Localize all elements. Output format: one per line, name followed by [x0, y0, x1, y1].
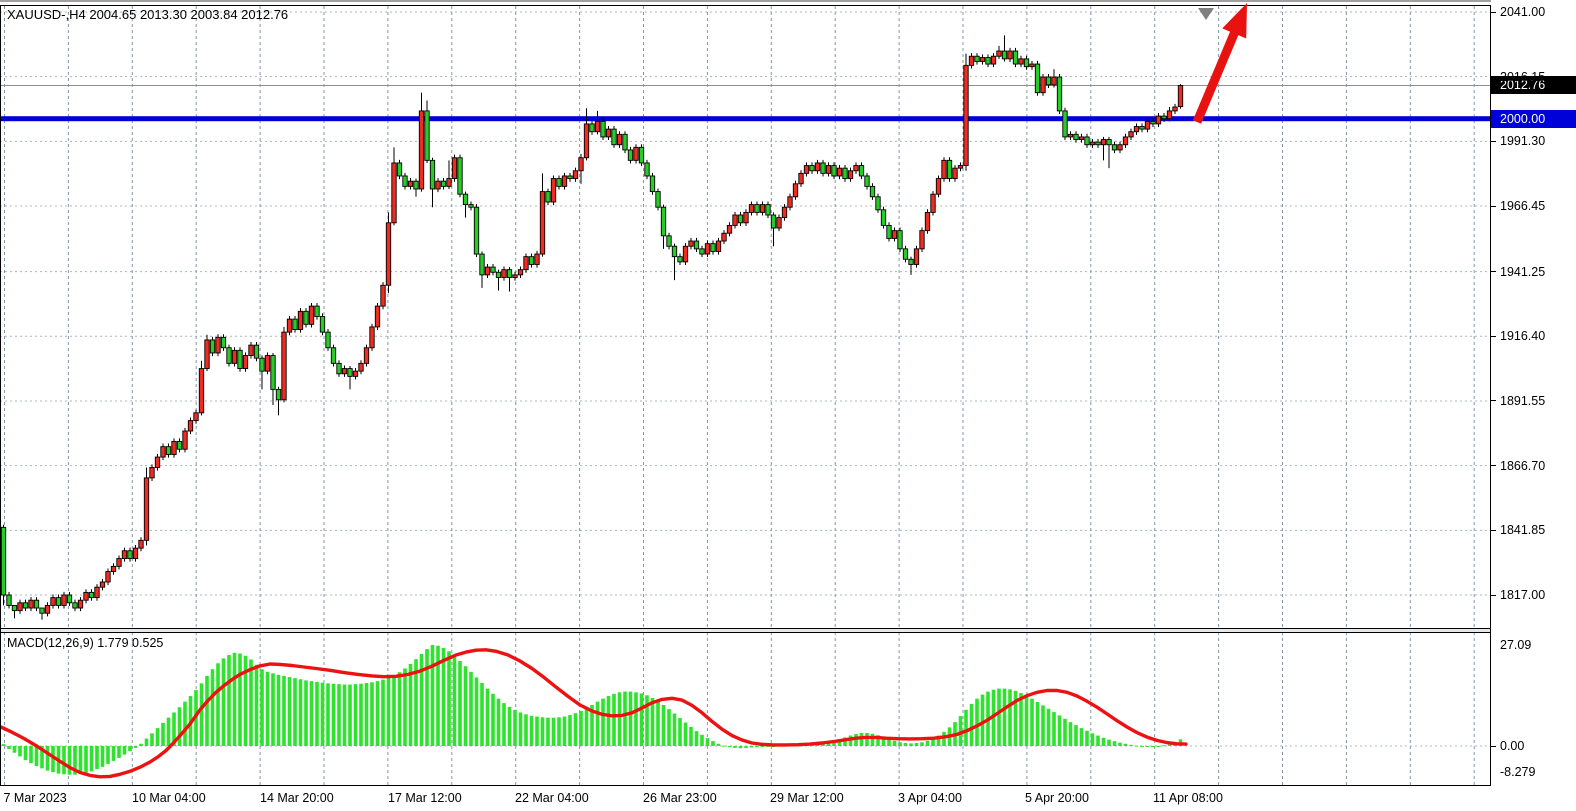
- time-axis[interactable]: 7 Mar 2023 10 Mar 04:00 14 Mar 20:00 17 Mar…: [0, 786, 1491, 811]
- time-tick-label: 29 Mar 12:00: [770, 791, 844, 805]
- price-tick-mark: [1491, 76, 1496, 78]
- macd-histogram: [1, 644, 1183, 775]
- horizontal-level-line-2000[interactable]: [0, 116, 1491, 122]
- pane-frames: [0, 0, 1491, 792]
- level-price-tag: 2000.00: [1491, 109, 1576, 128]
- price-tick-mark: [1491, 271, 1496, 273]
- price-tick-label: 2041.00: [1500, 5, 1546, 19]
- macd-indicator-label: MACD(12,26,9) 1.779 0.525: [7, 636, 164, 650]
- price-tick-mark: [1491, 465, 1496, 467]
- time-tick-label: 10 Mar 04:00: [132, 791, 206, 805]
- price-tick-mark: [1491, 11, 1496, 13]
- price-tick-mark: [1491, 529, 1496, 531]
- price-tick-label: 1916.40: [1500, 329, 1546, 344]
- time-tick-label: 26 Mar 23:00: [643, 791, 717, 805]
- macd-tick-label: -8.279: [1500, 765, 1536, 779]
- price-tick-label: 1866.70: [1500, 458, 1546, 473]
- chart-canvas[interactable]: [0, 0, 1491, 811]
- price-axis[interactable]: 2012.76 2000.00 2041.00 2016.15 1991.30 196…: [1491, 0, 1576, 811]
- price-tick-label: 1966.45: [1500, 199, 1546, 214]
- time-tick-label: 11 Apr 08:00: [1153, 791, 1223, 805]
- price-tick-mark: [1491, 205, 1496, 207]
- time-tick-label: 3 Apr 04:00: [898, 791, 962, 805]
- price-tick-mark: [1491, 140, 1496, 142]
- price-tick-label: 1991.30: [1500, 134, 1546, 149]
- current-price-tag: 2012.76: [1491, 76, 1576, 95]
- price-tick-label: 1941.25: [1500, 264, 1546, 279]
- chart-title: XAUUSD-,H4 2004.65 2013.30 2003.84 2012.…: [7, 7, 289, 22]
- chart-shift-marker[interactable]: [1198, 8, 1214, 20]
- trend-arrow[interactable]: [1192, 3, 1247, 124]
- grid-lines: [0, 6, 1491, 785]
- time-tick-label: 7 Mar 2023: [3, 791, 67, 805]
- time-tick-label: 22 Mar 04:00: [515, 791, 589, 805]
- price-tick-label: 2016.15: [1500, 69, 1546, 84]
- time-tick-label: 17 Mar 12:00: [388, 791, 462, 805]
- macd-tick-label: 0.00: [1500, 739, 1525, 753]
- macd-signal-line: [0, 648, 1188, 779]
- price-tick-label: 1891.55: [1500, 393, 1546, 408]
- price-tick-label: 1817.00: [1500, 588, 1546, 602]
- time-tick-label: 5 Apr 20:00: [1025, 791, 1089, 805]
- macd-tick-mark: [1491, 745, 1496, 747]
- time-tick-label: 14 Mar 20:00: [260, 791, 334, 805]
- price-tick-label: 1841.85: [1500, 523, 1546, 538]
- price-tick-mark: [1491, 400, 1496, 402]
- candlestick-series: [0, 35, 1184, 620]
- macd-tick-label: 27.09: [1500, 638, 1532, 653]
- price-tick-mark: [1491, 594, 1496, 596]
- price-tick-mark: [1491, 335, 1496, 337]
